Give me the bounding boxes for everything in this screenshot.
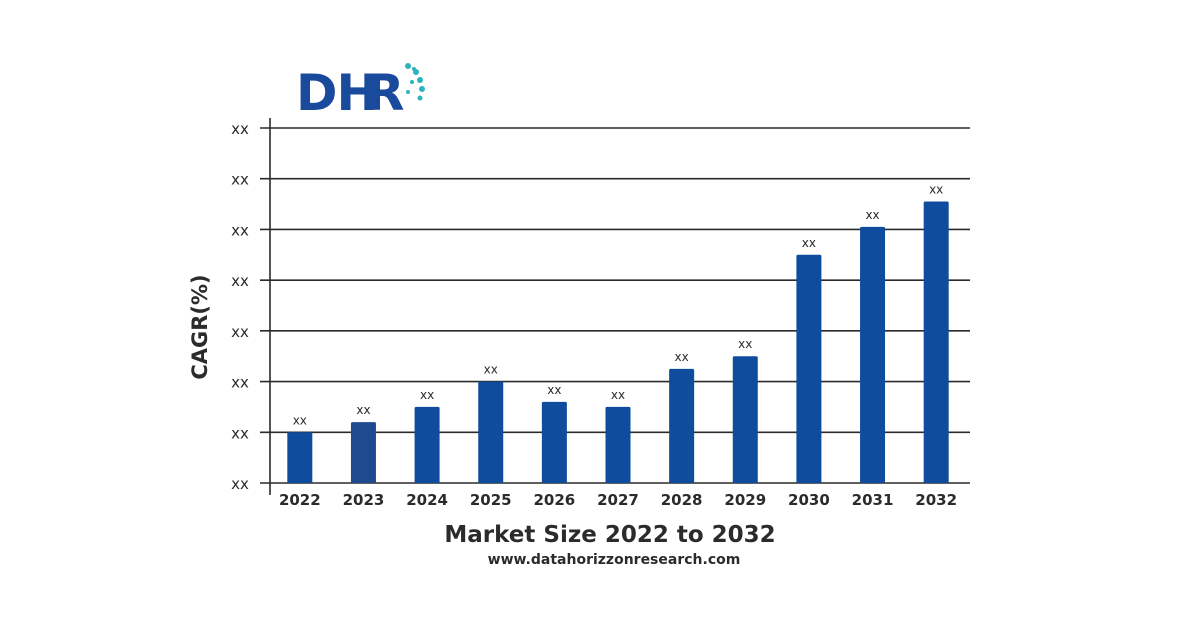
x-tick-label: 2030: [788, 491, 830, 509]
data-label: xx: [420, 388, 434, 402]
y-tick-label: xx: [231, 424, 249, 442]
data-label: xx: [547, 383, 561, 397]
y-tick-label: xx: [231, 120, 249, 138]
y-tick-label: xx: [231, 171, 249, 189]
bar: [541, 401, 567, 483]
x-tick-label: 2027: [597, 491, 639, 509]
x-tick-label: 2031: [852, 491, 894, 509]
data-label: xx: [484, 363, 498, 377]
dhr-logo: DH R: [296, 63, 425, 116]
bar: [669, 368, 695, 483]
logo-text-accent: R: [366, 64, 404, 116]
data-label: xx: [675, 350, 689, 364]
y-tick-label: xx: [231, 475, 249, 493]
bar: [350, 422, 376, 483]
logo-text-dark: DH: [296, 64, 377, 116]
y-tick-label: xx: [231, 272, 249, 290]
x-tick-label: 2029: [724, 491, 766, 509]
bar: [287, 432, 313, 483]
bar: [796, 254, 822, 483]
bar: [923, 201, 949, 484]
bar: [605, 406, 631, 483]
data-label: xx: [738, 337, 752, 351]
bar: [732, 356, 758, 483]
x-tick-label: 2022: [279, 491, 321, 509]
logo-dots-icon: [405, 63, 425, 101]
y-tick-label: xx: [231, 374, 249, 392]
x-tick-label: 2032: [915, 491, 957, 509]
bar: [478, 381, 504, 483]
x-tick-label: 2025: [470, 491, 512, 509]
y-tick-label: xx: [231, 221, 249, 239]
data-label: xx: [802, 236, 816, 250]
data-label: xx: [929, 183, 943, 197]
bar: [860, 226, 886, 483]
source-url: www.datahorizzonresearch.com: [487, 552, 741, 568]
y-tick-label: xx: [231, 323, 249, 341]
x-axis-title: Market Size 2022 to 2032: [444, 522, 776, 548]
data-label: xx: [356, 403, 370, 417]
data-label: xx: [865, 208, 879, 222]
x-tick-label: 2028: [661, 491, 703, 509]
y-axis-title: CAGR(%): [188, 274, 212, 380]
data-label: xx: [611, 388, 625, 402]
x-tick-label: 2026: [533, 491, 575, 509]
data-label: xx: [293, 413, 307, 427]
bar: [414, 406, 440, 483]
x-tick-label: 2024: [406, 491, 448, 509]
x-tick-label: 2023: [343, 491, 385, 509]
